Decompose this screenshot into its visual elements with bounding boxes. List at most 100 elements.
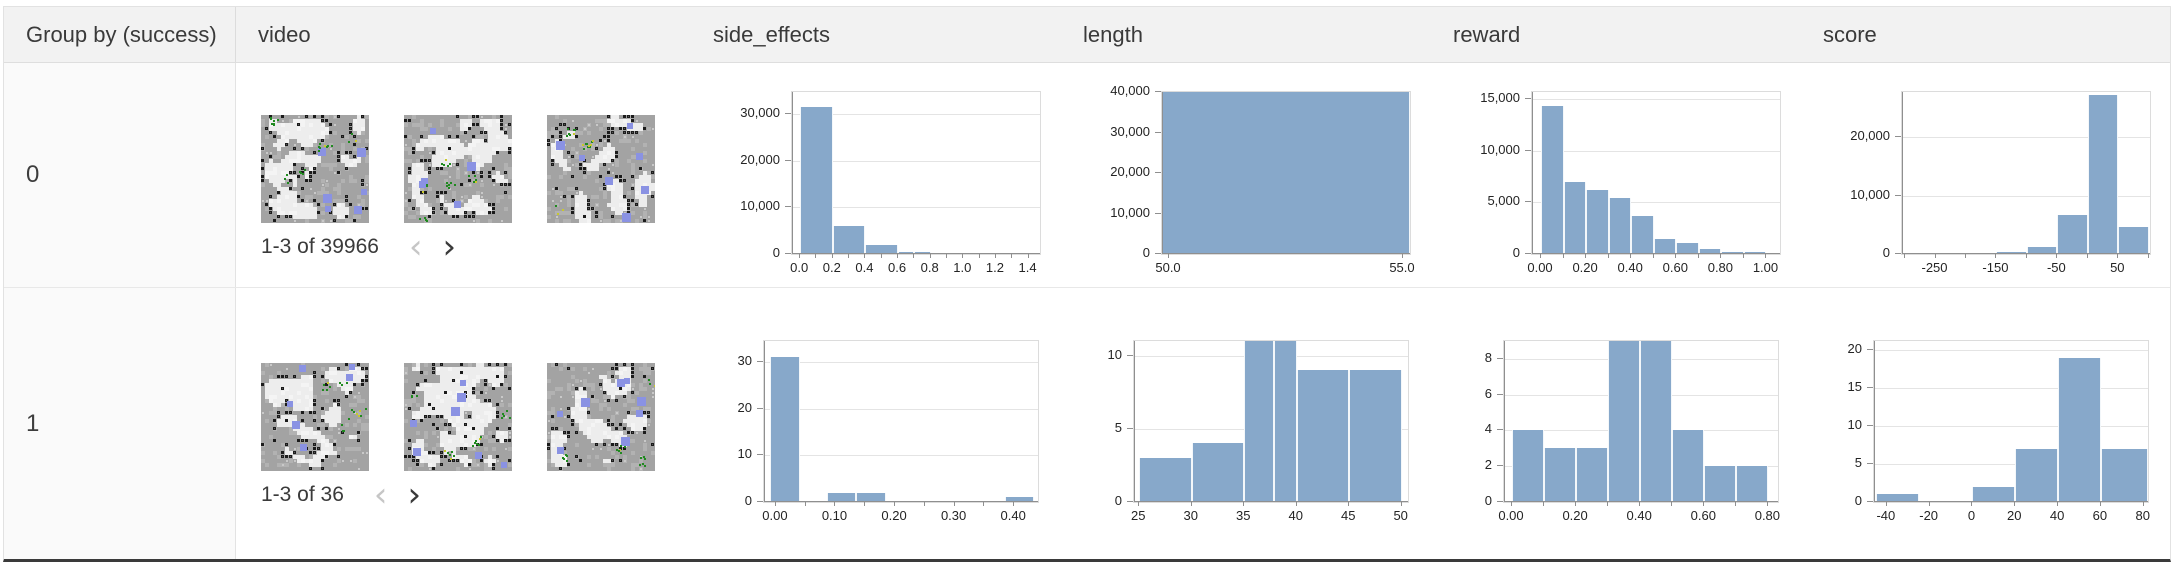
histogram-bar <box>1698 248 1722 254</box>
x-tick <box>1885 501 1887 506</box>
chevron-left-icon: ‹ <box>373 475 388 515</box>
histogram-bar <box>1640 341 1673 502</box>
histogram-bar <box>1273 341 1297 502</box>
x-tick-label: 1.0 <box>953 260 972 275</box>
x-tick <box>1652 253 1654 258</box>
column-header-length[interactable]: length <box>1083 21 1143 47</box>
y-tick-label: 20 <box>1847 341 1862 357</box>
group-value-cell: 1 <box>4 288 236 559</box>
x-tick <box>2099 501 2101 506</box>
video-thumbnail[interactable] <box>404 363 512 471</box>
chevron-right-icon[interactable]: › <box>442 227 457 267</box>
y-tick <box>757 407 763 409</box>
x-axis-line <box>1134 501 1408 502</box>
column-header-group-by[interactable]: Group by (success) <box>4 7 236 62</box>
x-tick <box>1697 253 1699 258</box>
x-tick-label: 1.2 <box>985 260 1004 275</box>
y-tick <box>1895 194 1901 196</box>
histogram-bar <box>826 492 857 502</box>
histogram-side-effects-group-0[interactable]: 0 10,000 20,000 30,000 0.0 0.2 0.4 0.6 0.8 1.0 1.2… <box>691 63 1061 287</box>
x-tick <box>2086 253 2088 258</box>
y-tick-label: 0 <box>1484 493 1492 508</box>
x-tick <box>1767 501 1769 506</box>
histogram-bar <box>2100 448 2148 502</box>
x-tick-label: 55.0 <box>1389 260 1415 275</box>
y-tick-label: 30,000 <box>1110 123 1150 139</box>
x-tick <box>2147 253 2149 258</box>
y-tick <box>1155 91 1161 92</box>
video-thumbnail[interactable] <box>261 115 369 223</box>
x-tick-label: 0.40 <box>1000 508 1026 523</box>
y-tick-label: 10,000 <box>740 198 780 214</box>
y-tick <box>757 501 763 502</box>
y-tick <box>785 159 791 161</box>
x-tick <box>1742 253 1744 258</box>
histogram-bar <box>914 251 931 254</box>
x-tick <box>978 253 980 258</box>
histogram: 0 10,000 20,000 30,000 0.0 0.2 0.4 0.6 0.8 1.0 1.2… <box>699 91 1059 283</box>
video-thumbnail[interactable] <box>547 115 655 223</box>
x-tick <box>2056 253 2058 258</box>
histogram-bar <box>2118 226 2149 254</box>
video-cell: 1-3 of 36 ‹ › <box>236 288 691 559</box>
x-tick <box>1011 253 1013 258</box>
y-gridline <box>1874 464 2148 466</box>
y-gridline <box>1532 202 1780 204</box>
y-gridline <box>764 362 1038 363</box>
histogram-bar <box>1349 370 1402 502</box>
x-tick <box>1671 501 1673 506</box>
y-tick-label: 0 <box>1854 493 1862 508</box>
x-tick <box>946 253 947 258</box>
column-header-reward[interactable]: reward <box>1453 21 1521 47</box>
pagination-label: 1-3 of 36 <box>261 483 344 506</box>
y-tick <box>1867 501 1873 502</box>
y-gridline <box>792 207 1040 209</box>
histogram-bar <box>1721 251 1744 254</box>
histogram-side-effects-group-1[interactable]: 0 10 20 30 0.00 0.10 0.20 0.30 0.40 <box>691 288 1061 559</box>
histogram-length-group-1[interactable]: 0 5 10 25 30 35 40 45 50 <box>1061 288 1431 559</box>
histogram-bar <box>1972 486 2016 502</box>
x-tick-label: -20 <box>1919 508 1939 523</box>
column-header-video[interactable]: video <box>258 21 311 47</box>
histogram-reward-group-1[interactable]: 0 2 4 6 8 0.00 0.20 0.40 0.60 0.80 <box>1431 288 1801 559</box>
x-tick-label: 50 <box>1393 508 1408 523</box>
x-tick <box>994 253 996 258</box>
histogram-length-group-0[interactable]: 0 10,000 20,000 30,000 40,000 50.0 55.0 <box>1061 63 1431 287</box>
video-thumbnail[interactable] <box>404 115 512 223</box>
x-tick <box>953 501 955 506</box>
video-thumbnail[interactable] <box>547 363 655 471</box>
histogram-bar <box>1653 238 1677 254</box>
x-tick <box>864 501 866 506</box>
plot-area <box>1531 91 1781 255</box>
y-tick-label: 0 <box>1512 245 1520 260</box>
histogram-bar <box>2058 357 2101 502</box>
y-axis-line <box>1532 92 1533 254</box>
column-header-score[interactable]: score <box>1823 21 1877 47</box>
x-axis-line <box>1162 253 1410 254</box>
y-tick-label: 6 <box>1484 385 1492 401</box>
histogram-bar <box>1676 242 1699 254</box>
chevron-right-icon[interactable]: › <box>407 475 422 515</box>
histogram-score-group-0[interactable]: 0 10,000 20,000 -250 -150 -50 50 <box>1801 63 2170 287</box>
x-tick-label: 20 <box>2007 508 2022 523</box>
histogram: 0 2 4 6 8 0.00 0.20 0.40 0.60 0.80 <box>1439 340 1797 531</box>
y-gridline <box>764 408 1038 410</box>
x-tick-label: 0.00 <box>1527 260 1553 275</box>
chevron-left-icon: ‹ <box>408 227 423 267</box>
video-thumbnail[interactable] <box>261 363 369 471</box>
histogram-reward-group-0[interactable]: 0 5,000 10,000 15,000 0.00 0.20 0.40 0.60 0.80 1.… <box>1431 63 1801 287</box>
y-tick-label: 15,000 <box>1480 90 1520 106</box>
y-tick-label: 4 <box>1484 421 1492 437</box>
x-tick-label: 0.40 <box>1617 260 1643 275</box>
video-cell: 1-3 of 39966 ‹ › <box>236 63 691 287</box>
x-tick <box>894 501 896 506</box>
y-tick <box>1155 131 1161 133</box>
table-row: 1 1-3 of 36 ‹ › 0 10 20 30 0.00 0.10 0.20 0.30 0… <box>4 288 2170 559</box>
histogram-bar <box>1704 466 1737 502</box>
x-tick-label: 45 <box>1340 508 1356 523</box>
histogram-score-group-1[interactable]: 0 5 10 15 20 -40 -20 0 20 40 60 80 <box>1801 288 2170 559</box>
y-tick <box>1525 201 1531 203</box>
x-tick-label: 40 <box>1288 508 1303 523</box>
x-tick-label: -50 <box>2046 260 2066 275</box>
column-header-side-effects[interactable]: side_effects <box>713 21 831 47</box>
